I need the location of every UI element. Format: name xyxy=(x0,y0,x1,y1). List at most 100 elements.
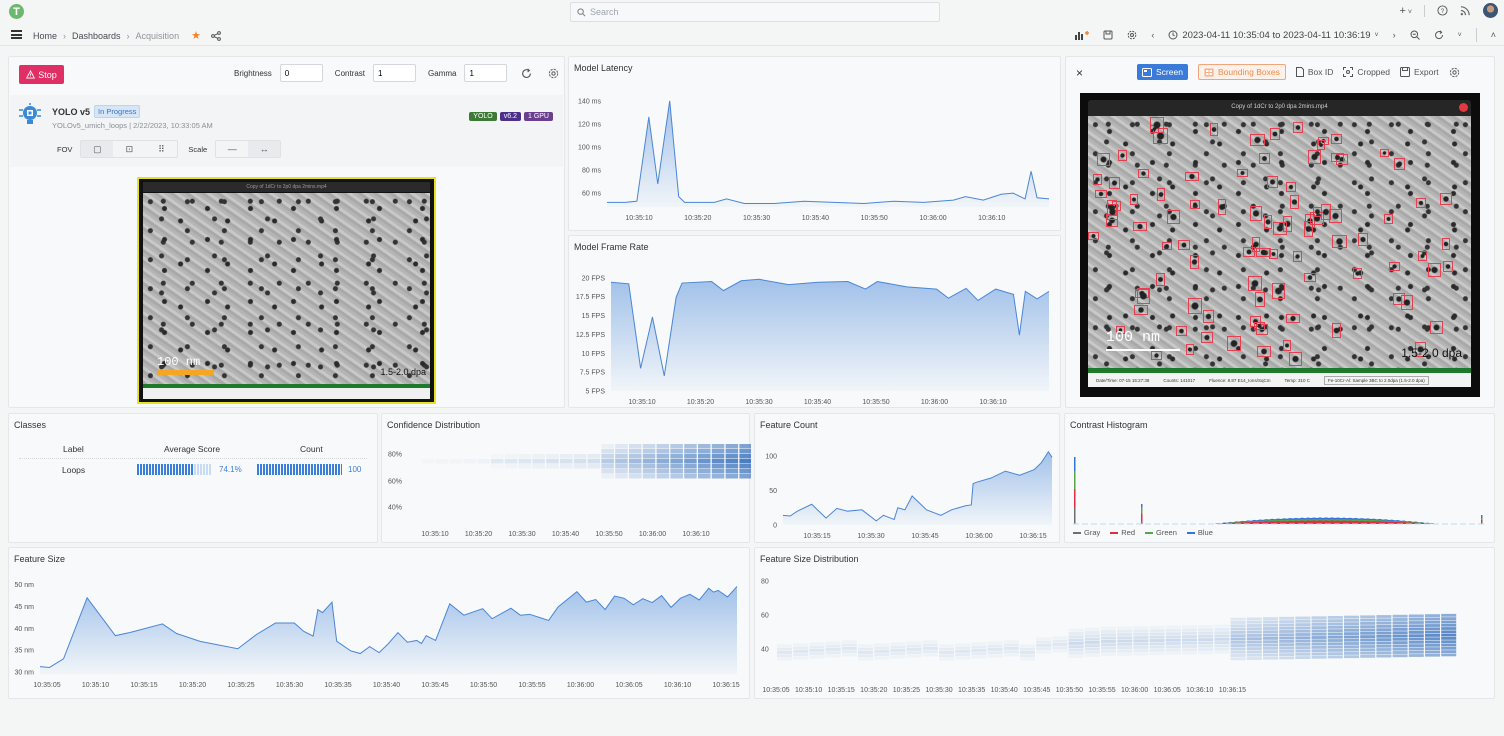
fov-grid-button[interactable]: ⠿ xyxy=(158,143,165,154)
image-adjustments: Brightness Contrast Gamma xyxy=(234,64,559,82)
footer-sample: Fe-10Cr-Al: Sample 3BC to 2.0dpa (1.5-2.… xyxy=(1323,375,1429,385)
scale-fit-button[interactable]: ↔ xyxy=(248,141,281,157)
export-button[interactable]: Export xyxy=(1399,67,1439,77)
add-menu-button[interactable]: + ˅ xyxy=(1399,4,1412,17)
svg-text:10:35:50: 10:35:50 xyxy=(1056,687,1083,694)
svg-text:10:35:30: 10:35:30 xyxy=(857,533,884,540)
svg-text:40: 40 xyxy=(761,647,769,654)
scale-bar-label: 100 nm xyxy=(157,355,201,369)
legend-red[interactable]: Red xyxy=(1110,528,1135,537)
breadcrumb-home[interactable]: Home xyxy=(33,30,58,41)
header-divider xyxy=(19,458,367,459)
app-logo[interactable]: T xyxy=(9,4,24,19)
time-range-picker[interactable]: 2023-04-11 10:35:04 to 2023-04-11 10:36:… xyxy=(1168,30,1379,41)
bounding-box xyxy=(1417,251,1427,261)
bounding-box xyxy=(1415,341,1426,358)
svg-text:10:35:50: 10:35:50 xyxy=(861,215,888,222)
legend-green[interactable]: Green xyxy=(1145,528,1177,537)
settings-icon[interactable] xyxy=(1127,30,1137,40)
avatar[interactable] xyxy=(1483,3,1498,18)
breadcrumb-dashboards[interactable]: Dashboards xyxy=(72,30,121,41)
bounding-box xyxy=(1254,321,1266,331)
bounding-box xyxy=(1185,172,1199,182)
bounding-box xyxy=(1092,174,1102,185)
brightness-label: Brightness xyxy=(234,68,272,78)
svg-text:10:35:45: 10:35:45 xyxy=(1023,687,1050,694)
save-icon[interactable] xyxy=(1103,30,1113,40)
scale-bar-label: 100 nm xyxy=(1106,329,1161,346)
share-icon[interactable] xyxy=(211,30,221,41)
confidence-heatmap[interactable]: 40% 60% 80% 10:35:10 10:35:20 10:35:30 10:35:4… xyxy=(382,414,751,544)
svg-text:15 FPS: 15 FPS xyxy=(582,313,606,320)
panel-title: Classes xyxy=(14,420,47,430)
refresh-icon[interactable] xyxy=(1434,30,1444,40)
svg-text:7.5 FPS: 7.5 FPS xyxy=(580,370,606,377)
svg-text:120 ms: 120 ms xyxy=(578,121,601,128)
divider xyxy=(1475,28,1477,42)
time-back-button[interactable]: ‹ xyxy=(1151,30,1155,40)
bounding-box xyxy=(1442,260,1454,272)
screen-button[interactable]: Screen xyxy=(1137,64,1188,80)
zoom-out-icon[interactable] xyxy=(1410,30,1420,40)
settings-icon[interactable] xyxy=(548,68,559,79)
bounding-box xyxy=(1177,240,1190,250)
menu-icon[interactable] xyxy=(11,30,22,39)
feature-size-chart[interactable]: 30 nm 35 nm 40 nm 45 nm 50 nm 10:35:05 10:35:1… xyxy=(9,548,751,700)
refresh-interval-dropdown[interactable]: ˅ xyxy=(1457,31,1462,39)
bounding-box xyxy=(1289,194,1299,209)
bounding-box xyxy=(1242,246,1256,258)
contrast-histogram-chart[interactable] xyxy=(1065,414,1496,529)
svg-text:10:35:50: 10:35:50 xyxy=(470,682,497,689)
gamma-input[interactable] xyxy=(464,64,508,82)
time-forward-button[interactable]: › xyxy=(1392,30,1396,40)
fov-full-button[interactable]: ▢ xyxy=(81,141,114,157)
help-icon[interactable]: ? xyxy=(1437,5,1448,16)
svg-text:20 FPS: 20 FPS xyxy=(582,275,606,282)
collapse-button[interactable]: ˄ xyxy=(1490,30,1496,40)
gamma-label: Gamma xyxy=(428,68,457,78)
rss-icon[interactable] xyxy=(1460,5,1471,16)
bounding-box xyxy=(1116,325,1126,335)
search-input[interactable]: Search xyxy=(570,2,940,22)
refresh-icon[interactable] xyxy=(521,67,532,79)
brightness-input[interactable] xyxy=(279,64,323,82)
table-row[interactable]: Loops 74.1% 100 xyxy=(9,464,377,478)
latency-chart[interactable]: 60 ms 80 ms 100 ms 120 ms 140 ms 10:35:10 10:3… xyxy=(569,57,1062,232)
legend-blue[interactable]: Blue xyxy=(1186,528,1213,537)
feature-size-heatmap[interactable]: 40 60 80 10:35:05 10:35:10 10:35:15 10:35:20 10… xyxy=(755,548,1496,700)
footer-fluence: Fluence: 8.87 E14_Ions/SqCm xyxy=(1209,377,1271,383)
box-id-button[interactable]: Box ID xyxy=(1295,67,1333,77)
bounding-boxes-button[interactable]: Bounding Boxes xyxy=(1197,64,1286,80)
feature-count-chart[interactable]: 0 50 100 10:35:15 10:35:30 10:35:45 10:36:00 10… xyxy=(755,414,1061,544)
svg-text:10:35:30: 10:35:30 xyxy=(743,215,770,222)
svg-text:10:35:40: 10:35:40 xyxy=(991,687,1018,694)
settings-icon[interactable] xyxy=(1449,67,1460,78)
scale-none-button[interactable]: — xyxy=(227,144,237,154)
bounding-box xyxy=(1134,304,1149,315)
cropped-button[interactable]: Cropped xyxy=(1343,67,1390,77)
add-panel-icon[interactable] xyxy=(1075,30,1090,40)
contrast-input[interactable] xyxy=(373,64,417,82)
model-subtitle: YOLOv5_umich_loops | 2/22/2023, 10:33:05… xyxy=(52,121,213,130)
svg-text:10:36:05: 10:36:05 xyxy=(615,682,642,689)
fov-focus-button[interactable]: ⊡ xyxy=(125,143,134,154)
svg-text:10:35:40: 10:35:40 xyxy=(373,682,400,689)
badge-gpu: 1 GPU xyxy=(523,112,553,121)
model-frame-rate-panel: Model Frame Rate 5 FPS 7.5 FPS 10 FPS 12.5 … xyxy=(568,235,1061,408)
svg-text:10:35:10: 10:35:10 xyxy=(628,399,655,406)
svg-text:60 ms: 60 ms xyxy=(582,191,602,198)
close-button[interactable]: × xyxy=(1076,66,1084,80)
star-icon[interactable]: ★ xyxy=(191,30,201,42)
frame-rate-chart[interactable]: 5 FPS 7.5 FPS 10 FPS 12.5 FPS 15 FPS 17.5 FPS… xyxy=(569,236,1062,409)
legend-gray[interactable]: Gray xyxy=(1073,528,1100,537)
panel-title: Feature Size xyxy=(14,554,66,564)
svg-text:10:36:10: 10:36:10 xyxy=(978,215,1005,222)
stop-button[interactable]: Stop xyxy=(19,65,64,84)
bounding-box xyxy=(1307,150,1321,164)
model-badges: YOLO v6.2 1 GPU xyxy=(469,112,553,121)
bounding-box xyxy=(1442,238,1451,250)
panel-title: Model Frame Rate xyxy=(574,242,649,252)
model-name: YOLO v5 xyxy=(52,106,91,117)
bounding-box xyxy=(1258,153,1271,164)
svg-text:5 FPS: 5 FPS xyxy=(586,389,606,396)
